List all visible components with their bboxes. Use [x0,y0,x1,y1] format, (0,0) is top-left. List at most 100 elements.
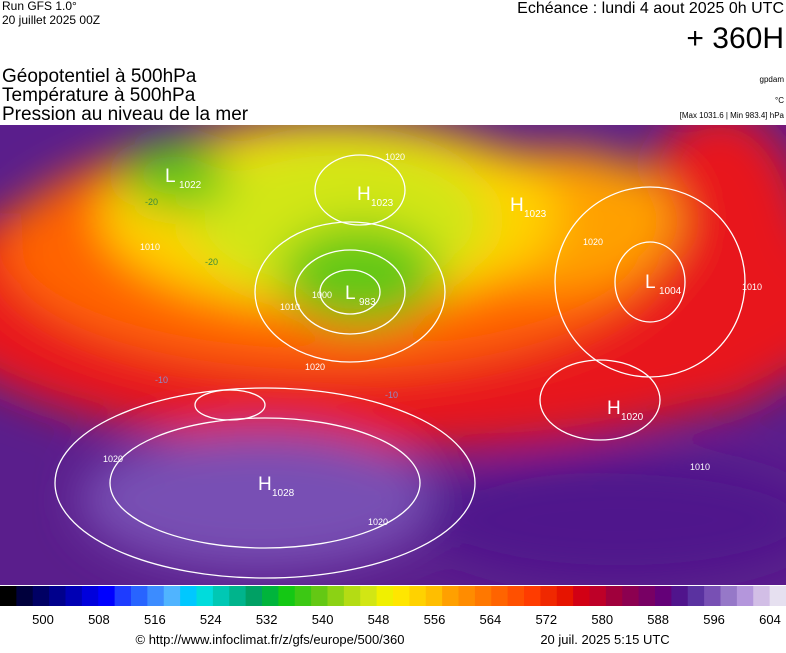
contour-label: 1010 [690,462,710,472]
colorbar-label: 516 [144,612,166,627]
colorbar-swatch [622,586,640,606]
colorbar-swatch [491,586,509,606]
colorbar-swatch [507,586,525,606]
colorbar-label: 588 [647,612,669,627]
pressure-center-value: 1020 [621,412,644,423]
field-name: Pression au niveau de la mer [2,104,249,125]
temperature-field [0,125,786,580]
colorbar-swatch [409,586,427,606]
colorbar-swatch [704,586,721,606]
colorbar-swatch [32,586,50,606]
colorbar-swatch [605,586,623,606]
colorbar-swatch [720,586,738,606]
colorbar-swatch [589,586,607,606]
colorbar-swatch [163,586,181,606]
colorbar-swatch [311,586,328,606]
colorbar-swatch [442,586,459,606]
unit: [Max 1031.6 | Min 983.4] hPa [680,111,785,120]
colorbar-swatch [343,586,361,606]
colorbar-swatch [278,586,296,606]
colorbar-swatch [655,586,672,606]
colorbar-swatch [425,586,443,606]
contour-label: 1000 [312,290,332,300]
colorbar-label: 508 [88,612,110,627]
colorbar-swatch [180,586,197,606]
colorbar-label: 580 [591,612,613,627]
colorbar-swatch [458,586,476,606]
pressure-center-type: L [345,283,356,304]
contour-label: -20 [205,257,218,267]
colorbar-label: 572 [535,612,557,627]
run-date: 20 juillet 2025 00Z [2,13,100,27]
colorbar-label: 540 [312,612,334,627]
pressure-center-value: 1022 [179,180,202,191]
contour-label: 1020 [385,152,405,162]
colorbar-swatch [65,586,83,606]
lead-time: + 360H [686,22,784,55]
colorbar-swatch [81,586,99,606]
colorbar-swatch [687,586,705,606]
colorbar-label: 556 [424,612,446,627]
valid-time: Echéance : lundi 4 aout 2025 0h UTC [517,0,784,17]
colorbar-swatch [16,586,34,606]
isobars [54,154,746,579]
colorbar-swatch [540,586,558,606]
contour-label: 1020 [583,237,603,247]
contour-label: -10 [385,390,398,400]
colorbar-swatch [360,586,378,606]
contour-label: 1010 [280,302,300,312]
contour-label: -10 [155,375,168,385]
colorbar-swatch [376,586,394,606]
colorbar-label: 548 [368,612,390,627]
contour-label: 1010 [140,242,160,252]
pressure-center-value: 1023 [371,198,394,209]
colorbar-label: 564 [480,612,502,627]
pressure-center-value: 983 [359,297,376,308]
contour-label: 1020 [368,517,388,527]
pressure-center-type: H [258,474,272,495]
generated-time: 20 juil. 2025 5:15 UTC [540,632,669,647]
colorbar-label: 596 [703,612,725,627]
colorbar-label: 604 [759,612,781,627]
pressure-center-type: H [607,398,621,419]
run-label: Run GFS 1.0° [2,0,77,13]
colorbar-swatch [196,586,214,606]
colorbar-swatch [98,586,116,606]
colorbar-swatch [753,586,771,606]
colorbar-swatch [638,586,656,606]
pressure-center-value: 1004 [659,286,682,297]
colorbar-swatch [131,586,148,606]
colorbar-swatch [147,586,165,606]
contour-label: 1020 [305,362,325,372]
pressure-center-value: 1023 [524,209,547,220]
pressure-center-type: H [357,184,371,205]
contour-label: 1020 [103,454,123,464]
unit: °C [775,96,784,105]
pressure-center-type: L [165,166,176,187]
colorbar-swatch [474,586,492,606]
source: © http://www.infoclimat.fr/z/gfs/europe/… [136,632,405,647]
field-name: Température à 500hPa [2,85,196,106]
colorbar-swatch [229,586,247,606]
colorbar-swatch [262,586,279,606]
colorbar-swatch [245,586,263,606]
colorbar-label: 532 [256,612,278,627]
colorbar-label: 500 [32,612,54,627]
colorbar-swatch [736,586,754,606]
pressure-center-type: H [510,195,524,216]
colorbar-swatch [212,586,230,606]
colorbar-swatch [769,586,786,606]
colorbar-swatch [0,586,17,606]
colorbar-swatch [556,586,574,606]
colorbar-swatch [114,586,132,606]
map [0,125,786,585]
colorbar-label: 524 [200,612,222,627]
colorbar-swatch [671,586,689,606]
colorbar-swatch [294,586,312,606]
colorbar-swatch [524,586,541,606]
colorbar-swatch [393,586,410,606]
field-name: Géopotentiel à 500hPa [2,66,197,87]
colorbar-swatch [327,586,345,606]
pressure-center-value: 1028 [272,488,295,499]
